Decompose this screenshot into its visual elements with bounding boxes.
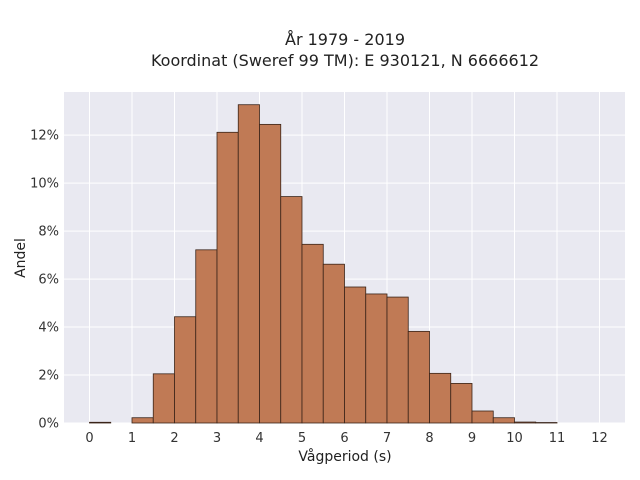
x-tick-label: 2 — [170, 431, 178, 446]
y-tick-label: 10% — [30, 177, 59, 192]
histogram-bar — [365, 293, 388, 424]
histogram-bar — [237, 104, 260, 424]
histogram-bar — [89, 421, 112, 424]
x-axis-label: Vågperiod (s) — [298, 448, 391, 465]
x-tick-label: 9 — [468, 431, 476, 446]
y-axis-label: Andel — [13, 238, 29, 278]
x-tick-label: 10 — [506, 431, 523, 446]
y-tick-label: 6% — [38, 273, 59, 288]
y-tick-label: 0% — [38, 417, 59, 432]
x-tick-label: 11 — [549, 431, 566, 446]
histogram-bar — [152, 373, 175, 424]
histogram-bar — [322, 263, 345, 424]
histogram-bar — [492, 417, 515, 424]
y-tick-label: 4% — [38, 321, 59, 336]
histogram-bar — [174, 316, 197, 424]
x-tick-label: 7 — [383, 431, 391, 446]
x-tick-label: 5 — [298, 431, 306, 446]
histogram-bar — [301, 243, 324, 424]
x-tick-label: 0 — [85, 431, 93, 446]
histogram-bar — [386, 296, 409, 424]
x-tick-label: 4 — [255, 431, 263, 446]
histogram-bar — [344, 286, 367, 424]
histogram-bar — [471, 410, 494, 424]
histogram-bar — [280, 196, 303, 424]
histogram-bar — [131, 417, 154, 424]
histogram-bar — [195, 249, 218, 424]
y-tick-label: 12% — [30, 129, 59, 144]
histogram-bar — [429, 372, 452, 424]
x-tick-label: 6 — [340, 431, 348, 446]
histogram-bar — [216, 131, 239, 424]
y-tick-label: 2% — [38, 369, 59, 384]
x-tick-label: 3 — [213, 431, 221, 446]
chart-title-line2: Koordinat (Sweref 99 TM): E 930121, N 66… — [151, 51, 539, 70]
y-axis-ticks: 0% 2% 4% 6% 8% 10% 12% — [30, 129, 59, 432]
histogram-bar — [514, 421, 537, 424]
chart-title-line1: År 1979 - 2019 — [285, 30, 405, 49]
x-tick-label: 1 — [128, 431, 136, 446]
x-tick-label: 12 — [591, 431, 608, 446]
y-tick-label: 8% — [38, 225, 59, 240]
histogram-bars — [89, 104, 558, 424]
histogram-bar — [407, 330, 430, 424]
histogram-bar — [450, 383, 473, 424]
histogram-bar — [259, 123, 282, 424]
x-axis-ticks: 0 1 2 3 4 5 6 7 8 9 10 11 12 — [85, 431, 607, 446]
x-tick-label: 8 — [425, 431, 433, 446]
